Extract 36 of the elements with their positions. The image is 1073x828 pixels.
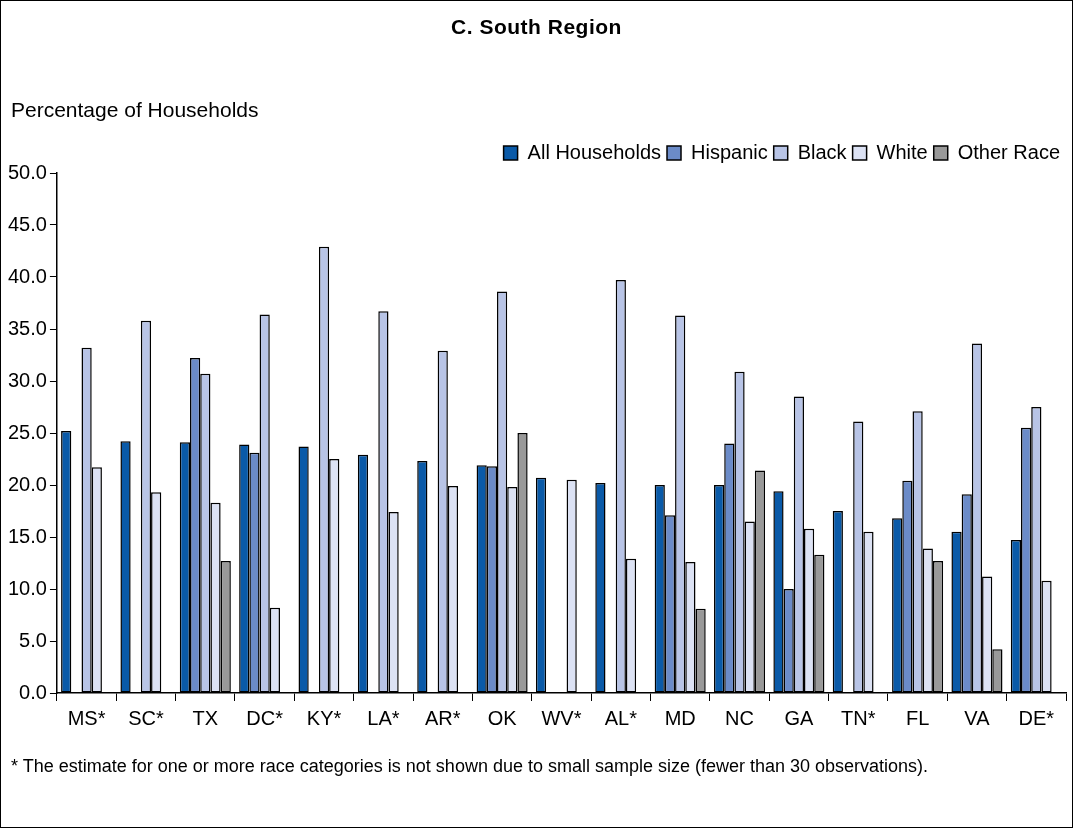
legend-label: Black <box>797 140 848 163</box>
legend-label: Other Race <box>957 140 1060 163</box>
y-tick-label: 20.0 <box>7 472 47 495</box>
y-axis-title: Percentage of Households <box>11 98 259 122</box>
x-tick-label: VA <box>964 706 991 729</box>
x-tick-label: GA <box>784 706 814 729</box>
x-tick-label: WV* <box>541 706 582 729</box>
y-tick-label: 40.0 <box>7 264 47 287</box>
x-tick-label: FL <box>905 706 930 729</box>
x-tick-label: MS* <box>67 706 106 729</box>
x-tick-label: AL* <box>604 706 638 729</box>
x-tick-label: DE* <box>1018 706 1055 729</box>
x-tick-label: TN* <box>841 706 876 729</box>
legend-label: White <box>876 140 928 163</box>
y-tick-label: 25.0 <box>7 420 47 443</box>
legend-label: All Households <box>527 140 662 163</box>
y-tick-label: 10.0 <box>7 576 47 599</box>
text: * The estimate for one or more race categories is not shown due to small sample size (fewer than 30 observations). <box>11 755 930 778</box>
x-tick-label: AR* <box>424 706 461 729</box>
y-tick-label: 35.0 <box>7 316 47 339</box>
y-tick-label: 15.0 <box>7 524 47 547</box>
x-tick-label: MD <box>664 706 696 729</box>
x-tick-label: SC* <box>128 706 164 729</box>
chart-title: C. South Region <box>450 15 623 39</box>
legend-label: Hispanic <box>691 140 768 163</box>
x-tick-label: DC* <box>246 706 284 729</box>
y-tick-label: 50.0 <box>7 160 47 183</box>
y-tick-label: 45.0 <box>7 212 47 235</box>
x-tick-label: LA* <box>367 706 400 729</box>
y-tick-label: 5.0 <box>19 628 47 651</box>
x-tick-label: TX <box>192 706 219 729</box>
x-tick-label: OK <box>487 706 518 729</box>
x-tick-label: KY* <box>306 706 342 729</box>
x-tick-label: NC <box>725 706 754 729</box>
y-tick-label: 30.0 <box>7 368 47 391</box>
y-tick-label: 0.0 <box>19 680 47 703</box>
